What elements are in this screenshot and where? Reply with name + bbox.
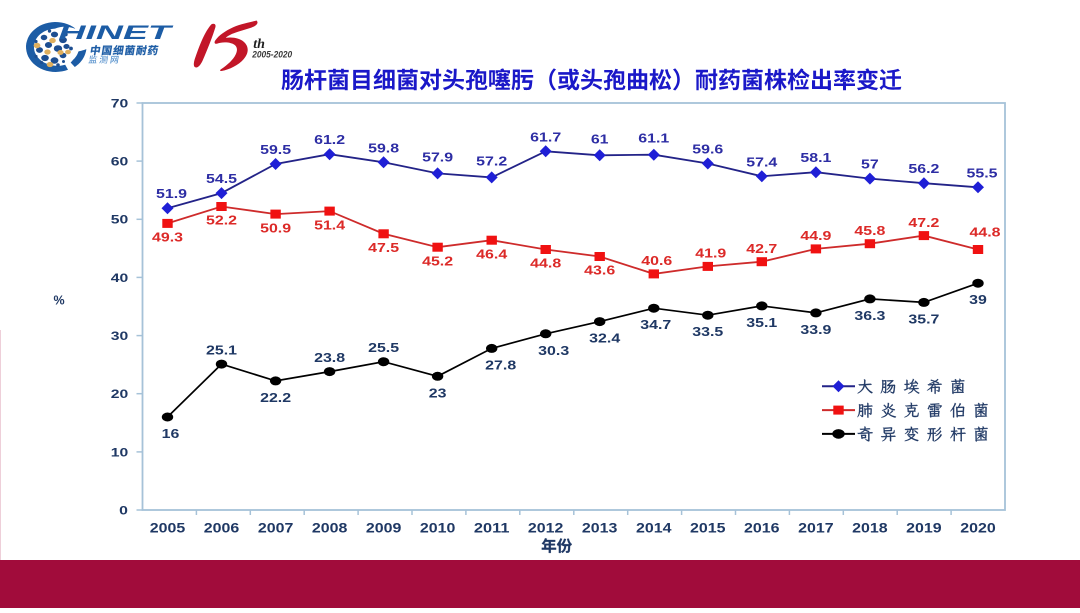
svg-text:25.1: 25.1 <box>206 344 237 358</box>
svg-text:51.9: 51.9 <box>156 187 187 201</box>
svg-text:36.3: 36.3 <box>854 309 885 323</box>
svg-text:51.4: 51.4 <box>314 218 345 232</box>
svg-text:55.5: 55.5 <box>967 166 998 180</box>
svg-text:32.4: 32.4 <box>589 332 620 346</box>
svg-text:47.5: 47.5 <box>368 241 399 255</box>
svg-text:57.2: 57.2 <box>476 154 507 168</box>
svg-text:27.8: 27.8 <box>485 358 516 372</box>
svg-text:0: 0 <box>119 503 128 517</box>
svg-text:57.4: 57.4 <box>746 155 777 169</box>
svg-text:%: % <box>53 293 64 307</box>
svg-text:2012: 2012 <box>528 521 564 536</box>
svg-text:61.1: 61.1 <box>638 132 669 146</box>
svg-text:50: 50 <box>111 213 129 227</box>
svg-text:30: 30 <box>111 329 129 343</box>
svg-text:50.9: 50.9 <box>260 221 291 235</box>
svg-text:2007: 2007 <box>258 521 294 536</box>
svg-text:2005-2020: 2005-2020 <box>251 49 292 59</box>
svg-text:57: 57 <box>861 158 879 172</box>
svg-text:2008: 2008 <box>312 521 348 536</box>
svg-text:42.7: 42.7 <box>746 242 777 256</box>
svg-text:61.7: 61.7 <box>530 130 561 144</box>
svg-text:70: 70 <box>111 96 129 110</box>
svg-text:23: 23 <box>429 386 447 400</box>
svg-text:33.5: 33.5 <box>692 325 723 339</box>
svg-text:th: th <box>253 37 265 52</box>
svg-text:2005: 2005 <box>150 521 186 536</box>
svg-text:40: 40 <box>111 271 129 285</box>
svg-text:49.3: 49.3 <box>152 231 183 245</box>
svg-text:40.6: 40.6 <box>641 254 672 268</box>
svg-text:52.2: 52.2 <box>206 214 237 228</box>
svg-text:45.2: 45.2 <box>422 254 453 268</box>
svg-text:59.6: 59.6 <box>692 143 723 157</box>
svg-text:25.5: 25.5 <box>368 341 399 355</box>
svg-text:58.1: 58.1 <box>800 151 831 165</box>
svg-text:HINET: HINET <box>59 22 175 43</box>
svg-text:47.2: 47.2 <box>908 216 939 230</box>
svg-text:44.8: 44.8 <box>970 226 1001 240</box>
svg-text:61.2: 61.2 <box>314 133 345 147</box>
svg-text:2020: 2020 <box>960 521 996 536</box>
svg-text:35.1: 35.1 <box>746 316 777 330</box>
svg-text:39: 39 <box>969 293 987 307</box>
svg-text:30.3: 30.3 <box>538 344 569 358</box>
svg-text:59.8: 59.8 <box>368 141 399 155</box>
svg-text:10: 10 <box>111 445 129 459</box>
svg-text:57.9: 57.9 <box>422 150 453 164</box>
svg-text:46.4: 46.4 <box>476 247 507 261</box>
svg-text:2015: 2015 <box>690 521 726 536</box>
svg-text:2013: 2013 <box>582 521 618 536</box>
svg-text:2009: 2009 <box>366 521 402 536</box>
svg-text:44.8: 44.8 <box>530 257 561 271</box>
svg-text:60: 60 <box>111 155 129 169</box>
svg-text:45.8: 45.8 <box>854 224 885 238</box>
svg-text:2011: 2011 <box>474 521 510 536</box>
svg-text:16: 16 <box>162 427 180 441</box>
svg-text:2016: 2016 <box>744 521 780 536</box>
svg-text:2018: 2018 <box>852 521 888 536</box>
svg-text:2006: 2006 <box>204 521 240 536</box>
svg-text:23.8: 23.8 <box>314 351 345 365</box>
svg-text:2010: 2010 <box>420 521 456 536</box>
svg-text:34.7: 34.7 <box>640 318 671 332</box>
svg-text:35.7: 35.7 <box>908 312 939 326</box>
svg-text:33.9: 33.9 <box>800 323 831 337</box>
svg-text:22.2: 22.2 <box>260 391 291 405</box>
svg-text:2019: 2019 <box>906 521 942 536</box>
svg-text:2014: 2014 <box>636 521 672 536</box>
svg-text:43.6: 43.6 <box>584 264 615 278</box>
svg-text:61: 61 <box>591 132 609 146</box>
svg-text:44.9: 44.9 <box>800 229 831 243</box>
svg-text:56.2: 56.2 <box>908 162 939 176</box>
svg-text:54.5: 54.5 <box>206 172 237 186</box>
svg-text:41.9: 41.9 <box>695 247 726 261</box>
svg-text:2017: 2017 <box>798 521 834 536</box>
svg-text:59.5: 59.5 <box>260 143 291 157</box>
svg-text:20: 20 <box>111 387 129 401</box>
